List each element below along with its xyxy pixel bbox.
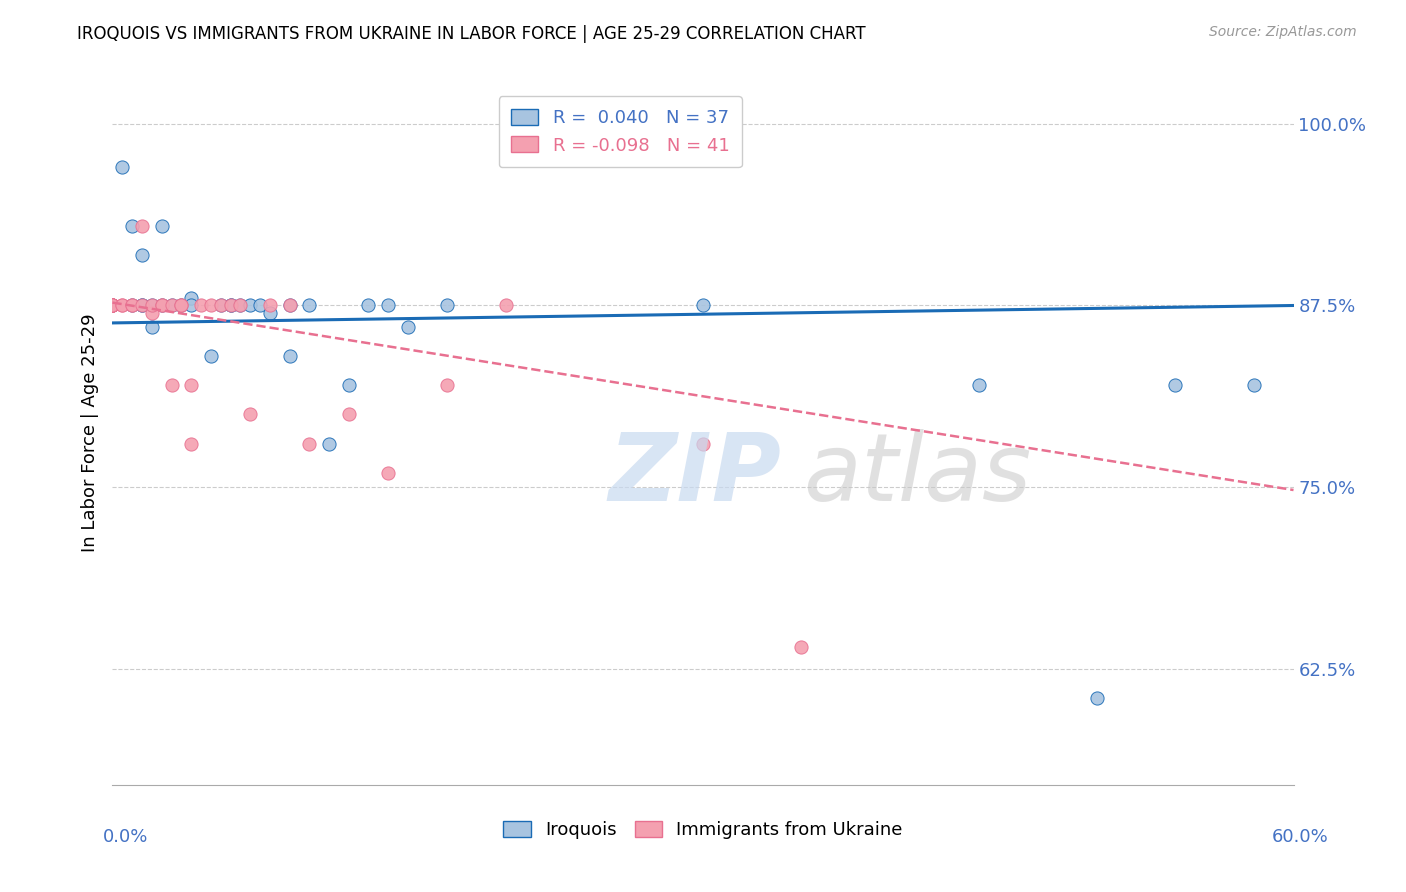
Text: ZIP: ZIP — [609, 429, 782, 521]
Text: Source: ZipAtlas.com: Source: ZipAtlas.com — [1209, 25, 1357, 39]
Point — [180, 378, 202, 392]
Point — [101, 298, 124, 312]
Point — [209, 298, 232, 312]
Point — [692, 436, 714, 450]
Point — [160, 298, 183, 312]
Point — [1085, 690, 1108, 705]
Point — [121, 219, 143, 233]
Point — [396, 320, 419, 334]
Text: 0.0%: 0.0% — [103, 828, 148, 846]
Point — [101, 298, 124, 312]
Point — [150, 298, 173, 312]
Point — [967, 378, 990, 392]
Point — [101, 298, 124, 312]
Point — [121, 298, 143, 312]
Y-axis label: In Labor Force | Age 25-29: In Labor Force | Age 25-29 — [80, 313, 98, 552]
Point — [495, 298, 517, 312]
Point — [229, 298, 252, 312]
Point — [101, 298, 124, 312]
Text: 60.0%: 60.0% — [1272, 828, 1329, 846]
Point — [170, 298, 193, 312]
Point — [278, 349, 301, 363]
Text: atlas: atlas — [803, 429, 1032, 520]
Point — [692, 298, 714, 312]
Text: IROQUOIS VS IMMIGRANTS FROM UKRAINE IN LABOR FORCE | AGE 25-29 CORRELATION CHART: IROQUOIS VS IMMIGRANTS FROM UKRAINE IN L… — [77, 25, 866, 43]
Point — [131, 298, 153, 312]
Point — [337, 408, 360, 422]
Point — [229, 298, 252, 312]
Point — [150, 298, 173, 312]
Point — [318, 436, 340, 450]
Point — [337, 378, 360, 392]
Point — [131, 298, 153, 312]
Point — [131, 247, 153, 261]
Point — [249, 298, 271, 312]
Point — [298, 436, 321, 450]
Point — [141, 298, 163, 312]
Point — [377, 466, 399, 480]
Point — [101, 298, 124, 312]
Point — [790, 640, 813, 654]
Point — [111, 298, 134, 312]
Point — [239, 408, 262, 422]
Point — [141, 306, 163, 320]
Point — [219, 298, 242, 312]
Point — [1243, 378, 1265, 392]
Point — [111, 161, 134, 175]
Point — [180, 436, 202, 450]
Point — [121, 298, 143, 312]
Point — [298, 298, 321, 312]
Point — [101, 298, 124, 312]
Point — [160, 298, 183, 312]
Point — [278, 298, 301, 312]
Point — [101, 298, 124, 312]
Legend: Iroquois, Immigrants from Ukraine: Iroquois, Immigrants from Ukraine — [496, 814, 910, 847]
Point — [150, 219, 173, 233]
Point — [150, 298, 173, 312]
Point — [190, 298, 212, 312]
Point — [200, 349, 222, 363]
Point — [259, 298, 281, 312]
Point — [180, 291, 202, 305]
Point — [436, 378, 458, 392]
Point — [357, 298, 380, 312]
Point — [239, 298, 262, 312]
Point — [209, 298, 232, 312]
Point — [141, 320, 163, 334]
Point — [160, 378, 183, 392]
Point — [1164, 378, 1187, 392]
Point — [101, 298, 124, 312]
Point — [259, 306, 281, 320]
Point — [200, 298, 222, 312]
Point — [141, 298, 163, 312]
Point — [436, 298, 458, 312]
Point — [219, 298, 242, 312]
Point — [101, 298, 124, 312]
Point — [170, 298, 193, 312]
Point — [377, 298, 399, 312]
Point — [111, 298, 134, 312]
Point — [219, 298, 242, 312]
Point — [101, 298, 124, 312]
Point — [278, 298, 301, 312]
Point — [101, 298, 124, 312]
Point — [131, 219, 153, 233]
Point — [121, 298, 143, 312]
Point — [170, 298, 193, 312]
Point — [180, 298, 202, 312]
Point — [131, 298, 153, 312]
